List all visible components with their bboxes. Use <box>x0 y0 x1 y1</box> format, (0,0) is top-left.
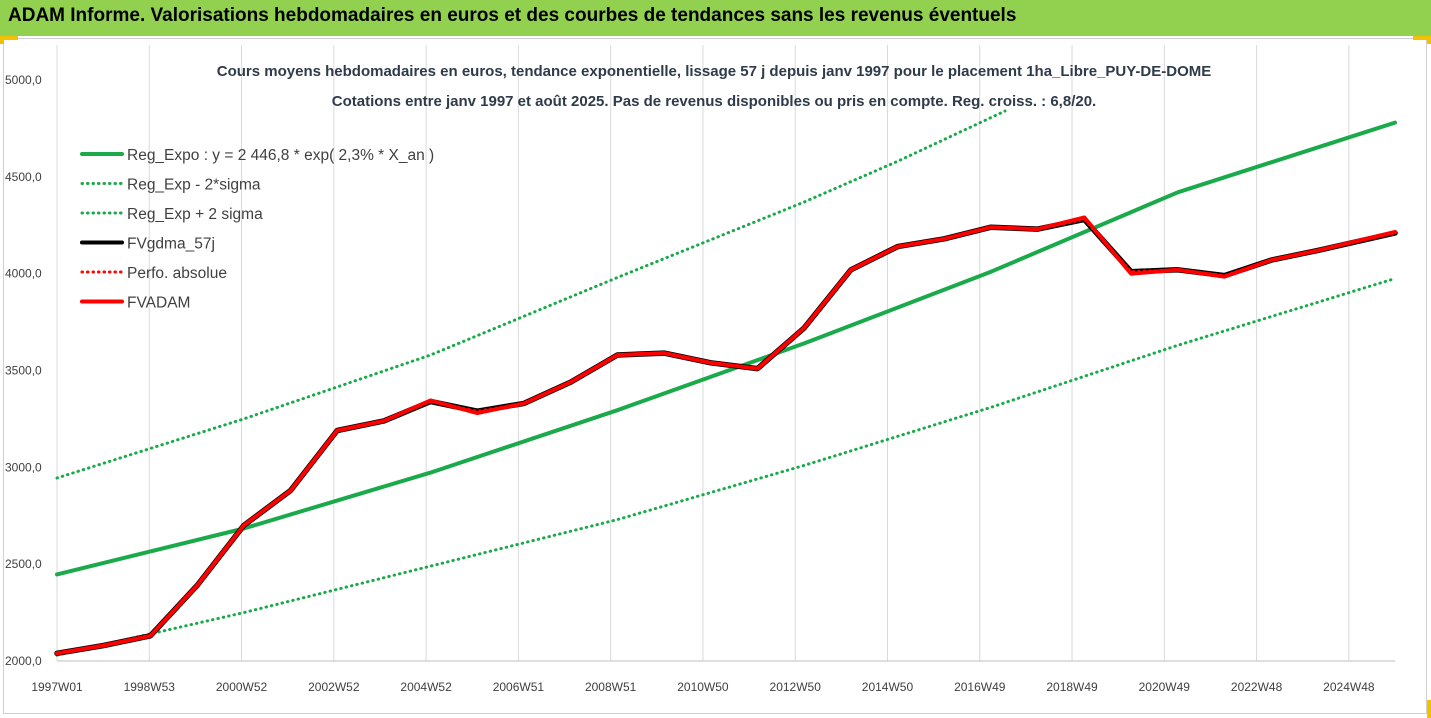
legend-label: Perfo. absolue <box>127 265 227 282</box>
corner-marker-top-right <box>1413 36 1431 40</box>
series-line-0 <box>55 120 1397 577</box>
x-tick-label: 2004W52 <box>400 680 452 694</box>
series-layer <box>54 109 1398 657</box>
y-tick-label: 2000,0 <box>5 654 42 668</box>
x-tick-label: 2014W50 <box>862 680 914 694</box>
legend-label: Reg_Exp + 2 sigma <box>127 206 263 223</box>
legend-label: FVADAM <box>127 295 190 312</box>
x-tick-label: 1997W01 <box>31 680 83 694</box>
x-tick-label: 2002W52 <box>308 680 360 694</box>
x-tick-label: 2022W48 <box>1231 680 1283 694</box>
y-tick-label: 3000,0 <box>5 460 42 474</box>
legend: Reg_Expo : y = 2 446,8 * exp( 2,3% * X_a… <box>80 147 434 312</box>
report-title: ADAM Informe. Valorisations hebdomadaire… <box>8 5 1017 26</box>
y-tick-label: 5000,0 <box>5 73 42 87</box>
y-tick-label: 3500,0 <box>5 364 42 378</box>
y-tick-label: 4500,0 <box>5 170 42 184</box>
x-tick-label: 2008W51 <box>585 680 637 694</box>
chart-title: Cours moyens hebdomadaires en euros, ten… <box>217 63 1212 80</box>
series-line-2 <box>55 109 1007 480</box>
legend-label: Reg_Exp - 2*sigma <box>127 177 261 194</box>
chart-frame <box>3 38 1427 714</box>
x-tick-label: 2016W49 <box>954 680 1006 694</box>
x-tick-label: 2010W50 <box>677 680 729 694</box>
x-tick-label: 2020W49 <box>1139 680 1191 694</box>
x-tick-label: 1998W53 <box>124 680 176 694</box>
series-line-4 <box>55 217 1397 655</box>
y-tick-label: 2500,0 <box>5 557 42 571</box>
x-tick-label: 2006W51 <box>493 680 545 694</box>
x-tick-label: 2000W52 <box>216 680 268 694</box>
legend-label: FVgdma_57j <box>127 236 215 253</box>
corner-marker-top-right-vertical <box>1427 36 1431 44</box>
x-tick-label: 2012W50 <box>770 680 822 694</box>
y-tick-label: 4000,0 <box>5 267 42 281</box>
series-line-3 <box>54 216 1398 657</box>
series-line-5 <box>55 215 1397 656</box>
vertical-grid <box>56 45 1350 661</box>
legend-label: Reg_Expo : y = 2 446,8 * exp( 2,3% * X_a… <box>127 147 434 164</box>
corner-marker-top-left-vertical <box>0 36 4 44</box>
series-line-1 <box>55 277 1397 657</box>
x-axis-ticks: 1997W01 1998W53 2000W52 2002W52 2004W52 2006W… <box>31 680 1375 694</box>
y-axis-ticks: 2000,0 2500,0 3000,0 3500,0 4000,0 4500,0 5000… <box>5 73 42 668</box>
x-tick-label: 2024W48 <box>1323 680 1375 694</box>
corner-marker-bottom-right <box>1427 700 1431 718</box>
corner-marker-top-left <box>0 36 18 40</box>
chart-subtitle: Cotations entre janv 1997 et août 2025. … <box>332 93 1096 110</box>
x-tick-label: 2018W49 <box>1046 680 1098 694</box>
header-bar: ADAM Informe. Valorisations hebdomadaire… <box>0 0 1431 36</box>
